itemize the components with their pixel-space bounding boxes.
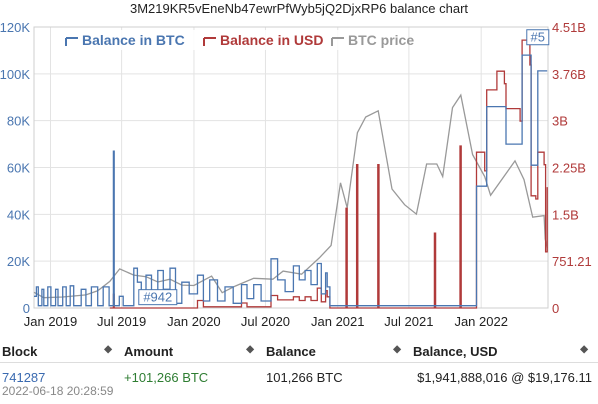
series-line-balance-in-btc <box>34 54 548 307</box>
sort-icon[interactable]: ◆ <box>393 344 401 355</box>
legend-swatch <box>65 37 78 46</box>
y-right-tick-label: 2.25B <box>552 161 586 176</box>
balance-cell: 101,266 BTC <box>266 370 343 385</box>
annotations: #942 #5 <box>138 29 550 306</box>
y-right-tick-label: 3.76B <box>552 67 586 82</box>
table-row: 741287 +101,266 BTC 101,266 BTC $1,941,8… <box>0 363 598 385</box>
table-header-row: Block ◆ Amount ◆ Balance ◆ Balance, USD ◆ <box>0 340 598 363</box>
balance-chart: 3M219KR5vEneNb47ewrPfWyb5jQ2DjxRP6 balan… <box>0 1 592 329</box>
block-cell: 741287 <box>0 363 122 385</box>
x-tick-label: Jan 2022 <box>454 314 508 329</box>
y-left-tick-label: 100K <box>0 67 30 82</box>
annotation-box <box>526 29 550 46</box>
legend-swatch <box>203 37 216 46</box>
y-left-tick-label: 0 <box>23 301 30 316</box>
transactions-table: Block ◆ Amount ◆ Balance ◆ Balance, USD ◆ 74… <box>0 340 598 385</box>
header-balance-label: Balance <box>266 343 316 359</box>
block-link[interactable]: 741287 <box>2 370 46 385</box>
y-left-tick-label: 80K <box>7 114 30 129</box>
legend-item[interactable]: Balance in USD <box>203 32 323 48</box>
sort-icon[interactable]: ◆ <box>580 344 588 355</box>
amount-cell: +101,266 BTC <box>124 370 209 385</box>
header-amount[interactable]: Amount ◆ <box>122 340 264 363</box>
y-right-tick-label: 1.5B <box>552 207 579 222</box>
header-block[interactable]: Block ◆ <box>0 340 122 363</box>
annotation-label: #5 <box>531 30 545 45</box>
x-tick-label: Jan 2019 <box>24 314 78 329</box>
x-tick-label: Jan 2021 <box>311 314 365 329</box>
header-balance-usd-label: Balance, USD <box>413 343 498 359</box>
y-left-tick-label: 40K <box>7 207 30 222</box>
legend[interactable]: Balance in BTC Balance in USD BTC price <box>62 30 414 50</box>
annotation-flag[interactable]: #942 <box>138 289 178 306</box>
y-left-tick-label: 120K <box>0 20 30 35</box>
legend-item[interactable]: Balance in BTC <box>65 32 185 48</box>
gridlines <box>33 26 549 309</box>
series-layer <box>33 39 548 309</box>
header-amount-label: Amount <box>124 343 174 359</box>
tx-timestamp: 2022-06-18 20:28:59 <box>2 384 114 398</box>
legend-label: Balance in USD <box>220 32 323 48</box>
sort-icon[interactable]: ◆ <box>104 344 112 355</box>
x-tick-label: Jul 2020 <box>241 314 290 329</box>
y-right-axis: 0 751.21 1.5B 2.25B 3B 3.76B 4.51B <box>552 20 592 316</box>
series-line-btc-price <box>33 93 548 299</box>
x-axis: Jan 2019 Jul 2019 Jan 2020 Jul 2020 Jan 2021… <box>24 314 508 329</box>
legend-background <box>62 30 402 50</box>
y-left-tick-label: 20K <box>7 254 30 269</box>
y-right-tick-label: 0 <box>552 301 559 316</box>
annotation-flag[interactable]: #5 <box>526 29 550 46</box>
plot-frame <box>33 26 549 309</box>
y-right-tick-label: 4.51B <box>552 20 586 35</box>
header-balance-usd[interactable]: Balance, USD ◆ <box>411 340 598 363</box>
y-right-tick-label: 751.21 <box>552 254 592 269</box>
annotation-label: #942 <box>143 290 172 305</box>
header-block-label: Block <box>2 343 38 359</box>
chart-title: 3M219KR5vEneNb47ewrPfWyb5jQ2DjxRP6 balan… <box>130 1 468 16</box>
balance-usd-cell: $1,941,888,016 @ $19,176.11 <box>417 370 592 385</box>
legend-label: BTC price <box>348 32 414 48</box>
annotation-box <box>138 289 178 306</box>
legend-label: Balance in BTC <box>82 32 185 48</box>
y-left-axis: 0 20K 40K 60K 80K 100K 120K <box>0 20 30 316</box>
header-balance[interactable]: Balance ◆ <box>264 340 411 363</box>
y-left-tick-label: 60K <box>7 161 30 176</box>
y-right-tick-label: 3B <box>552 114 568 129</box>
sort-icon[interactable]: ◆ <box>246 344 254 355</box>
x-tick-label: Jul 2019 <box>97 314 146 329</box>
legend-item[interactable]: BTC price <box>331 32 414 48</box>
legend-swatch <box>331 37 344 46</box>
x-tick-label: Jul 2021 <box>384 314 433 329</box>
x-tick-label: Jan 2020 <box>167 314 221 329</box>
